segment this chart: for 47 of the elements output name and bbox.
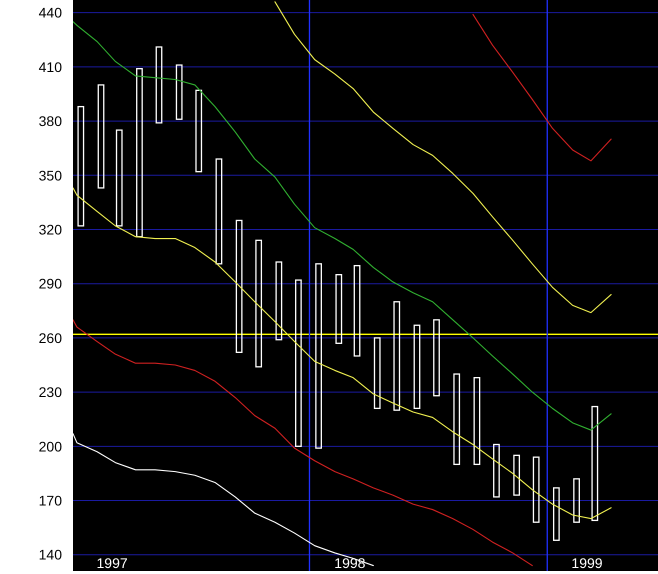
- bar: [335, 274, 342, 344]
- bar: [433, 319, 440, 396]
- line-series: [73, 433, 374, 566]
- y-tick-label: 230: [38, 384, 62, 400]
- bar: [354, 264, 360, 357]
- bar: [532, 456, 540, 523]
- y-tick-label: 350: [38, 167, 62, 184]
- x-tick-label: 1998: [334, 555, 366, 571]
- x-tick-label: 1997: [96, 555, 128, 571]
- bar: [513, 454, 520, 496]
- y-tick-label: 380: [38, 113, 62, 130]
- line-series: [73, 21, 612, 431]
- bar: [77, 106, 84, 227]
- line-series: [274, 1, 612, 314]
- y-tick-label: 260: [38, 330, 62, 346]
- bar: [453, 373, 460, 466]
- bar: [195, 90, 202, 172]
- bar: [414, 324, 420, 410]
- line-series: [73, 319, 533, 566]
- bar: [216, 158, 222, 264]
- bar: [176, 64, 183, 120]
- bar: [275, 261, 282, 340]
- bar: [552, 487, 560, 541]
- y-tick-label: 320: [38, 221, 62, 238]
- bar: [116, 129, 123, 227]
- bar: [136, 68, 143, 238]
- bar: [591, 406, 598, 522]
- y-tick-label: 140: [38, 546, 62, 563]
- y-tick-label: 440: [38, 4, 62, 21]
- bar: [493, 444, 500, 498]
- y-tick-label: 200: [38, 438, 62, 454]
- x-tick-label: 1999: [571, 555, 603, 571]
- bar: [98, 84, 104, 189]
- bar: [315, 263, 322, 449]
- line-series: [73, 187, 612, 520]
- bar: [573, 478, 580, 523]
- y-tick-label: 170: [38, 492, 62, 509]
- bar: [236, 220, 243, 354]
- y-tick-label: 410: [38, 58, 62, 75]
- y-tick-label: 290: [38, 276, 62, 292]
- bar: [255, 240, 262, 368]
- bar: [295, 279, 302, 447]
- bar: [474, 377, 480, 466]
- bar: [156, 46, 162, 124]
- line-series: [472, 14, 612, 162]
- bar: [393, 301, 400, 411]
- bar: [374, 337, 381, 410]
